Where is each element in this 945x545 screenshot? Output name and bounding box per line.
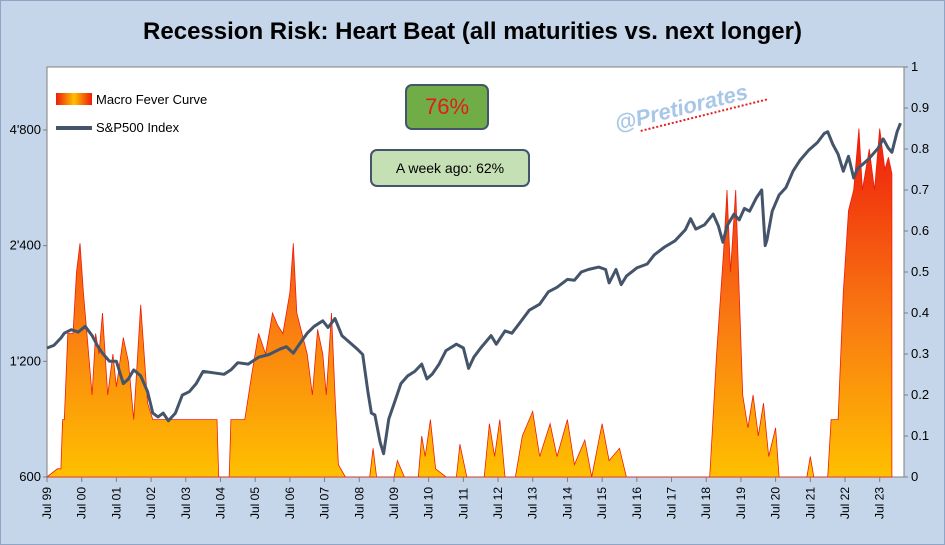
y-left-tick-label: 600 xyxy=(19,469,41,484)
x-tick-label: Jul 22 xyxy=(838,487,852,519)
y-right-tick-label: 1 xyxy=(911,59,918,74)
x-tick-label: Jul 20 xyxy=(769,487,783,519)
x-tick-label: Jul 09 xyxy=(387,487,401,519)
x-tick-label: Jul 10 xyxy=(422,487,436,519)
plot-area xyxy=(46,66,905,478)
x-tick-label: Jul 19 xyxy=(734,487,748,519)
y-right-tick-label: 0.9 xyxy=(911,100,929,115)
x-tick-label: Jul 12 xyxy=(491,487,505,519)
x-tick-label: Jul 18 xyxy=(699,487,713,519)
y-right-tick-label: 0.7 xyxy=(911,182,929,197)
legend-label-sp500: S&P500 Index xyxy=(96,120,180,135)
x-tick-label: Jul 01 xyxy=(109,487,123,519)
x-tick-label: Jul 03 xyxy=(179,487,193,519)
legend-label-fever: Macro Fever Curve xyxy=(96,92,207,107)
week-ago-badge: A week ago: 62% xyxy=(370,149,530,187)
y-right-tick-label: 0.4 xyxy=(911,305,929,320)
sp500-index-line xyxy=(46,122,902,456)
current-risk-badge: 76% xyxy=(405,84,489,130)
x-tick-label: Jul 13 xyxy=(526,487,540,519)
legend: Macro Fever Curve S&P500 Index xyxy=(56,92,207,135)
x-tick-label: Jul 17 xyxy=(665,487,679,519)
y-right-tick-label: 0.2 xyxy=(911,387,929,402)
y-right-tick-label: 0.6 xyxy=(911,223,929,238)
y-left-tick-label: 4'800 xyxy=(10,122,41,137)
x-tick-label: Jul 11 xyxy=(456,488,470,519)
y-left-tick-label: 2'400 xyxy=(10,238,41,253)
y-right-tick-label: 0.3 xyxy=(911,346,929,361)
x-tick-label: Jul 08 xyxy=(352,487,366,519)
macro-fever-curve-area xyxy=(45,128,893,478)
x-tick-label: Jul 16 xyxy=(630,487,644,519)
x-tick-label: Jul 15 xyxy=(595,487,609,519)
y-right-tick-label: 0.1 xyxy=(911,428,929,443)
x-tick-label: Jul 02 xyxy=(144,487,158,519)
x-tick-label: Jul 05 xyxy=(248,487,262,519)
y-right-tick-label: 0 xyxy=(911,469,918,484)
x-tick-label: Jul 06 xyxy=(283,487,297,519)
y-left-tick-label: 1'200 xyxy=(10,353,41,368)
y-right-tick-label: 0.5 xyxy=(911,264,929,279)
y-right-tick-label: 0.8 xyxy=(911,141,929,156)
x-tick-label: Jul 23 xyxy=(873,487,887,519)
x-tick-label: Jul 99 xyxy=(40,487,54,519)
x-tick-label: Jul 21 xyxy=(803,487,817,519)
x-tick-label: Jul 00 xyxy=(75,487,89,519)
x-tick-label: Jul 07 xyxy=(318,487,332,519)
chart-title: Recession Risk: Heart Beat (all maturiti… xyxy=(143,18,802,45)
x-tick-label: Jul 04 xyxy=(213,487,227,519)
x-tick-label: Jul 14 xyxy=(560,487,574,519)
legend-swatch-fever xyxy=(56,93,92,105)
